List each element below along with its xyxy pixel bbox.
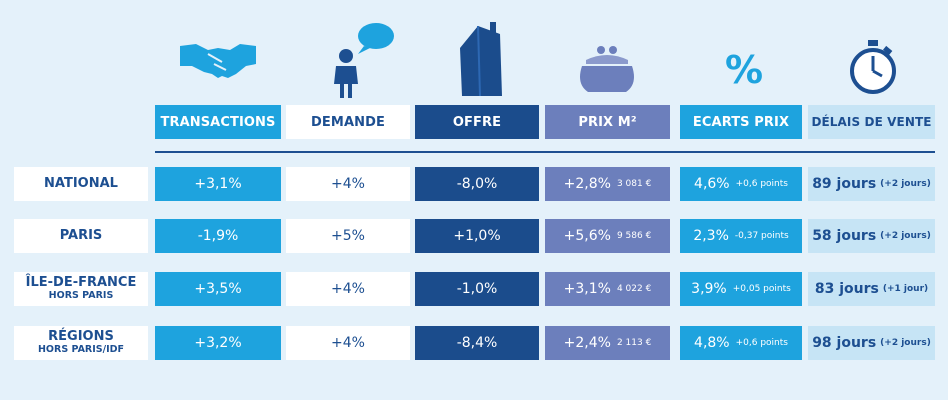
cell-prix: +5,6% 9 586 € <box>545 219 670 253</box>
row-label-main: RÉGIONS <box>48 329 114 344</box>
ecart-value: 4,6% <box>694 176 730 192</box>
cell-transactions: +3,5% <box>155 272 281 306</box>
header-divider <box>155 151 935 153</box>
house-icon <box>460 22 502 97</box>
delai-diff: (+1 jour) <box>882 284 929 294</box>
header-delais: DÉLAIS DE VENTE <box>808 105 935 139</box>
cell-transactions: +3,2% <box>155 326 281 360</box>
cell-delai: 83 jours (+1 jour) <box>808 272 935 306</box>
delai-diff: (+2 jours) <box>880 338 931 348</box>
ecart-points: +0,05 points <box>732 284 791 294</box>
prix-m2-value: 4 022 € <box>616 284 652 294</box>
row-label-main: NATIONAL <box>44 176 118 191</box>
ecart-value: 3,9% <box>691 281 727 297</box>
row-label-sub: HORS PARIS <box>48 290 114 301</box>
cell-ecart: 2,3% -0,37 points <box>680 219 802 253</box>
prix-m2-value: 3 081 € <box>616 179 652 189</box>
cell-demande: +4% <box>286 326 410 360</box>
ecart-points: +0,6 points <box>735 179 788 189</box>
ecart-value: 4,8% <box>694 335 730 351</box>
row-label-main: PARIS <box>59 228 103 243</box>
cell-delai: 98 jours (+2 jours) <box>808 326 935 360</box>
cell-offre: -8,0% <box>415 167 539 201</box>
prix-change: +2,4% <box>563 335 611 351</box>
ecart-value: 2,3% <box>693 228 729 244</box>
cell-demande: +5% <box>286 219 410 253</box>
cell-transactions: -1,9% <box>155 219 281 253</box>
stopwatch-icon <box>850 40 896 94</box>
header-transactions: TRANSACTIONS <box>155 105 281 139</box>
cell-delai: 89 jours (+2 jours) <box>808 167 935 201</box>
prix-change: +3,1% <box>563 281 611 297</box>
row-label-national: NATIONAL <box>14 167 148 201</box>
delai-value: 98 jours <box>812 335 877 351</box>
purse-icon <box>580 46 634 92</box>
cell-ecart: 4,8% +0,6 points <box>680 326 802 360</box>
prix-change: +2,8% <box>563 176 611 192</box>
cell-prix: +2,4% 2 113 € <box>545 326 670 360</box>
cell-offre: -8,4% <box>415 326 539 360</box>
cell-demande: +4% <box>286 272 410 306</box>
delai-value: 89 jours <box>812 176 877 192</box>
row-label-paris: PARIS <box>14 219 148 253</box>
ecart-points: +0,6 points <box>735 338 788 348</box>
cell-offre: +1,0% <box>415 219 539 253</box>
row-label-regions: RÉGIONS HORS PARIS/IDF <box>14 326 148 360</box>
delai-diff: (+2 jours) <box>880 231 931 241</box>
row-label-idf: ÎLE-DE-FRANCE HORS PARIS <box>14 272 148 306</box>
delai-value: 58 jours <box>812 228 877 244</box>
row-label-main: ÎLE-DE-FRANCE <box>25 275 137 290</box>
header-demande: DEMANDE <box>286 105 410 139</box>
prix-m2-value: 2 113 € <box>616 338 652 348</box>
cell-transactions: +3,1% <box>155 167 281 201</box>
handshake-icon <box>180 44 256 78</box>
delai-diff: (+2 jours) <box>880 179 931 189</box>
person-speech-icon <box>334 23 394 98</box>
header-offre: OFFRE <box>415 105 539 139</box>
cell-prix: +3,1% 4 022 € <box>545 272 670 306</box>
cell-prix: +2,8% 3 081 € <box>545 167 670 201</box>
prix-change: +5,6% <box>563 228 611 244</box>
cell-ecart: 4,6% +0,6 points <box>680 167 802 201</box>
prix-m2-value: 9 586 € <box>616 231 652 241</box>
header-ecarts: ECARTS PRIX <box>680 105 802 139</box>
cell-delai: 58 jours (+2 jours) <box>808 219 935 253</box>
cell-offre: -1,0% <box>415 272 539 306</box>
cell-ecart: 3,9% +0,05 points <box>680 272 802 306</box>
percent-icon: % <box>724 48 764 92</box>
cell-demande: +4% <box>286 167 410 201</box>
delai-value: 83 jours <box>814 281 879 297</box>
ecart-points: -0,37 points <box>734 231 789 241</box>
row-label-sub: HORS PARIS/IDF <box>37 344 124 355</box>
header-prix: PRIX M² <box>545 105 670 139</box>
